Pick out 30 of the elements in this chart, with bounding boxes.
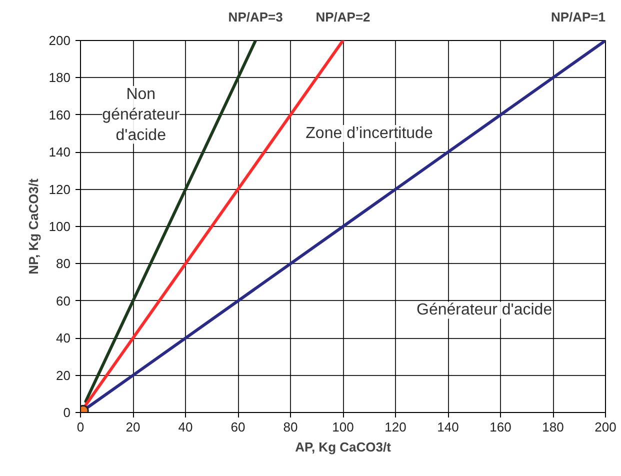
x-tick-label: 140 <box>437 420 459 434</box>
x-tick-label: 40 <box>178 420 193 434</box>
y-tick-label: 40 <box>56 330 71 346</box>
y-tick-label: 60 <box>56 293 71 308</box>
x-tick-label: 80 <box>283 420 298 434</box>
annotation: Générateur d'acide <box>416 302 552 319</box>
x-tick-label: 120 <box>384 420 406 434</box>
y-tick-label: 20 <box>56 368 71 383</box>
y-tick-label: 180 <box>48 70 71 86</box>
y-tick-label: 200 <box>48 33 71 48</box>
x-tick-label: 100 <box>332 420 354 434</box>
y-tick-label: 80 <box>56 256 71 272</box>
x-tick-label: 160 <box>490 420 512 434</box>
y-tick-label: 100 <box>48 219 71 234</box>
annotation: Non générateur d'acide <box>102 86 180 144</box>
x-tick-label: 0 <box>76 420 84 434</box>
annotation: Zone d’incertitude <box>306 125 433 142</box>
y-tick-label: 120 <box>48 182 71 197</box>
y-tick-label: 0 <box>63 405 71 420</box>
y-tick-label: 140 <box>48 144 71 160</box>
y-axis-title: NP, Kg CaCO3/t <box>26 178 41 274</box>
x-tick-label: 60 <box>230 420 246 434</box>
y-tick-label: 160 <box>48 107 71 122</box>
x-tick-label: 200 <box>594 420 616 434</box>
series-label: NP/AP=3 <box>228 9 283 24</box>
x-tick-label: 20 <box>126 420 140 434</box>
x-tick-label: 180 <box>542 420 564 434</box>
series-label: NP/AP=1 <box>550 9 606 24</box>
x-axis-title: AP, Kg CaCO3/t <box>295 440 392 454</box>
series-label: NP/AP=2 <box>316 9 370 24</box>
